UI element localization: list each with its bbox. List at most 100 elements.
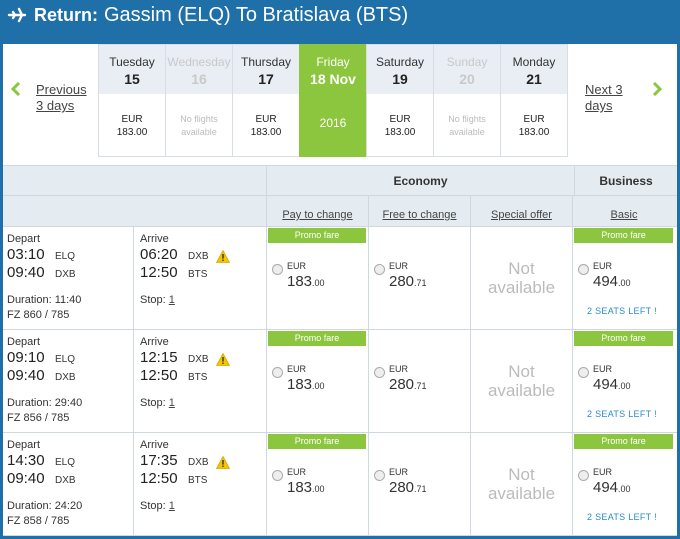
basic-link[interactable]: Basic	[610, 209, 638, 221]
day-price-line2: 183.00	[250, 127, 282, 138]
flight-number: FZ 860 / 785	[7, 309, 70, 321]
previous-days-label-1: Previous	[36, 82, 87, 97]
fare-business-basic[interactable]: Promo fare EUR 494.00 2 SEATS LEFT !	[573, 330, 675, 432]
final-airport: BTS	[188, 372, 208, 383]
depart-cell: Depart 09:10 ELQ 09:40 DXB Duration: 29:40 FZ …	[3, 330, 134, 432]
free-to-change-link[interactable]: Free to change	[369, 196, 471, 226]
fare-price: 183.00	[287, 273, 325, 290]
currency: EUR	[389, 364, 409, 374]
not-available-text: Not available	[487, 465, 556, 503]
promo-fare-badge: Promo fare	[268, 331, 366, 346]
pay-to-change-link[interactable]: Pay to change	[267, 196, 369, 226]
arrive-label: Arrive	[140, 439, 169, 451]
currency: EUR	[389, 467, 409, 477]
fare-radio[interactable]	[374, 264, 385, 275]
duration: Duration: 11:40	[7, 294, 82, 306]
day-price-line1: No flights	[448, 114, 486, 124]
connection-depart-time: 09:40	[7, 264, 45, 281]
fare-price: 280.71	[389, 479, 427, 496]
previous-days-link[interactable]: Previous 3 days	[36, 82, 87, 114]
fare-free-to-change[interactable]: EUR 280.71	[369, 433, 471, 535]
day-name: Thursday	[240, 55, 292, 69]
currency: EUR	[593, 364, 613, 374]
day-price-line1: No flights	[180, 114, 218, 124]
currency: EUR	[593, 467, 613, 477]
fare-price: 183.00	[287, 376, 325, 393]
day-price-line2: 183.00	[116, 127, 148, 138]
fare-pay-to-change[interactable]: Promo fare EUR 183.00	[267, 433, 369, 535]
flight-table: Economy Business Pay to change Free to c…	[3, 165, 677, 536]
fare-free-to-change[interactable]: EUR 280.71	[369, 330, 471, 432]
day-price-line1: EUR	[121, 114, 143, 125]
flight-number: FZ 858 / 785	[7, 515, 70, 527]
special-offer-link[interactable]: Special offer	[471, 196, 573, 226]
duration: Duration: 24:20	[7, 500, 83, 512]
chevron-left-icon[interactable]	[9, 81, 23, 97]
day-number: 17	[258, 71, 274, 87]
fare-pay-to-change[interactable]: Promo fare EUR 183.00	[267, 330, 369, 432]
depart-label: Depart	[7, 439, 41, 451]
warning-icon[interactable]	[215, 455, 231, 469]
stops: Stop: 1	[140, 294, 175, 306]
day-friday[interactable]: Friday 18 Nov 2016	[299, 44, 367, 157]
fare-radio[interactable]	[374, 470, 385, 481]
fare-price: 494.00	[593, 376, 631, 393]
seats-left-notice: 2 SEATS LEFT !	[587, 512, 657, 522]
stop-count-link[interactable]: 1	[168, 397, 175, 409]
connection-depart-time: 09:40	[7, 367, 45, 384]
fare-price: 280.71	[389, 273, 427, 290]
stop-label: Stop:	[140, 294, 166, 306]
day-price: EUR 183.00	[501, 113, 567, 139]
arrive-airport: DXB	[188, 457, 209, 468]
day-price: No flights available	[434, 113, 500, 139]
fare-business-basic[interactable]: Promo fare EUR 494.00 2 SEATS LEFT !	[573, 433, 675, 535]
fare-radio[interactable]	[272, 367, 283, 378]
flight-row: Depart 14:30 ELQ 09:40 DXB Duration: 24:20 FZ …	[3, 433, 677, 536]
fare-radio[interactable]	[272, 470, 283, 481]
fare-type-header: Pay to change Free to change Special off…	[3, 195, 677, 227]
stop-count-link[interactable]: 1	[168, 500, 175, 512]
next-days-link[interactable]: Next 3 days	[585, 82, 623, 114]
day-price-line2: 183.00	[384, 127, 416, 138]
flight-row: Depart 09:10 ELQ 09:40 DXB Duration: 29:40 FZ …	[3, 330, 677, 433]
currency: EUR	[287, 261, 307, 271]
fare-radio[interactable]	[272, 264, 283, 275]
fare-business-basic[interactable]: Promo fare EUR 494.00 2 SEATS LEFT !	[573, 227, 675, 329]
flight-rows: Depart 03:10 ELQ 09:40 DXB Duration: 11:40 FZ …	[3, 227, 677, 536]
arrive-time: 06:20	[140, 246, 178, 263]
arrive-airport: DXB	[188, 251, 209, 262]
day-price-line1: 2016	[319, 116, 347, 130]
flight-number: FZ 856 / 785	[7, 412, 70, 424]
day-tuesday[interactable]: Tuesday 15 EUR 183.00	[98, 44, 166, 157]
next-days-label-2: days	[585, 98, 613, 113]
final-airport: BTS	[188, 269, 208, 280]
depart-airport: ELQ	[55, 251, 76, 262]
not-available-text: Not available	[487, 259, 556, 297]
previous-days-label-2: 3 days	[36, 98, 75, 113]
day-price: No flights available	[166, 113, 232, 139]
stop-count-link[interactable]: 1	[168, 294, 175, 306]
fare-pay-to-change[interactable]: Promo fare EUR 183.00	[267, 227, 369, 329]
fare-price: 280.71	[389, 376, 427, 393]
arrive-label: Arrive	[140, 336, 169, 348]
promo-fare-badge: Promo fare	[268, 228, 366, 243]
fare-radio[interactable]	[578, 470, 589, 481]
fare-radio[interactable]	[374, 367, 385, 378]
duration: Duration: 29:40	[7, 397, 83, 409]
chevron-right-icon[interactable]	[650, 81, 664, 97]
fare-radio[interactable]	[578, 367, 589, 378]
day-monday[interactable]: Monday 21 EUR 183.00	[500, 44, 568, 157]
day-name: Monday	[512, 55, 556, 69]
day-number: 16	[191, 71, 207, 87]
warning-icon[interactable]	[215, 352, 231, 366]
day-thursday[interactable]: Thursday 17 EUR 183.00	[232, 44, 300, 157]
business-header: Business	[599, 174, 653, 188]
day-saturday[interactable]: Saturday 19 EUR 183.00	[366, 44, 434, 157]
fare-radio[interactable]	[578, 264, 589, 275]
fare-free-to-change[interactable]: EUR 280.71	[369, 227, 471, 329]
seats-left-notice: 2 SEATS LEFT !	[587, 409, 657, 419]
fare-price: 183.00	[287, 479, 325, 496]
day-price-line1: EUR	[523, 114, 545, 125]
depart-time: 09:10	[7, 349, 45, 366]
warning-icon[interactable]	[215, 249, 231, 263]
